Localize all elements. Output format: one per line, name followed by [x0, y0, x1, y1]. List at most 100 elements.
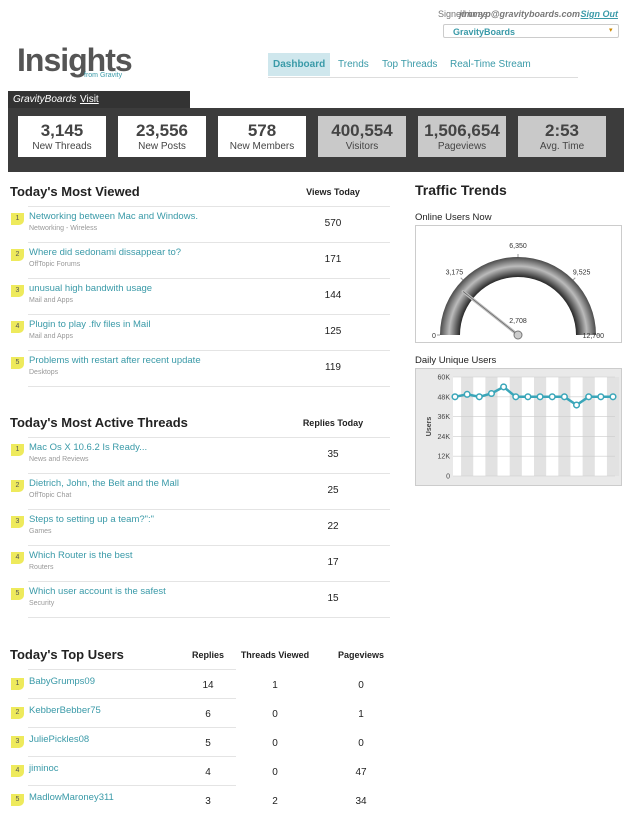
section-title: Today's Most Viewed	[10, 184, 140, 199]
gauge-tick-label: 3,175	[446, 269, 464, 276]
stat-box: 2:53 Avg. Time	[518, 116, 606, 157]
user-link[interactable]: KebberBebber75	[29, 705, 101, 716]
count: 125	[324, 326, 342, 337]
stat-box: 3,145 New Threads	[18, 116, 106, 157]
cell: 4	[205, 767, 211, 778]
thread-link[interactable]: Steps to setting up a team?":"	[29, 514, 155, 525]
gauge-tick	[460, 277, 464, 281]
point	[560, 393, 568, 401]
stat-label: New Posts	[138, 141, 186, 152]
thread-link[interactable]: Which Router is the best	[29, 550, 133, 561]
y-tick-label: 36K	[438, 414, 451, 421]
point	[524, 393, 532, 401]
count: 570	[324, 218, 342, 229]
row-line	[28, 545, 390, 546]
point	[475, 393, 483, 401]
board-name: GravityBoards	[13, 94, 77, 105]
stat-box: 400,554 Visitors	[318, 116, 406, 157]
stat-value: 578	[247, 121, 277, 140]
section-title: Today's Top Users	[10, 647, 124, 662]
rank-badge: 2	[11, 249, 24, 261]
select-arrow: ▾	[609, 27, 613, 34]
row-line	[28, 206, 390, 207]
thread-link[interactable]: Plugin to play .flv files in Mail	[29, 319, 151, 330]
stat-label: Avg. Time	[539, 141, 585, 152]
rank-badge: 3	[11, 516, 24, 528]
board-select[interactable]: GravityBoards	[443, 24, 619, 38]
nav-tab[interactable]: Trends	[338, 59, 369, 70]
row-line	[28, 509, 390, 510]
thread-link[interactable]: Networking between Mac and Windows.	[29, 211, 198, 222]
forum-name: OffTopic Chat	[29, 492, 72, 499]
nav-tab[interactable]: Top Threads	[382, 59, 438, 70]
cell: 0	[272, 767, 278, 778]
board-visit[interactable]: Visit	[80, 94, 99, 105]
rank-badge: 3	[11, 285, 24, 297]
point	[548, 393, 556, 401]
column-header: Threads Viewed	[240, 650, 310, 660]
thread-link[interactable]: Problems with restart after recent updat…	[29, 355, 201, 366]
thread-link[interactable]: Which user account is the safest	[29, 586, 166, 597]
rank-badge: 4	[11, 321, 24, 333]
user-link[interactable]: JuliePickles08	[29, 734, 90, 745]
count: 144	[324, 290, 342, 301]
count: 22	[327, 521, 339, 532]
stat-value: 1,506,654	[424, 121, 500, 140]
gauge-tick-label: 9,525	[573, 269, 591, 276]
row-line	[28, 278, 390, 279]
thread-link[interactable]: unusual high bandwith usage	[29, 283, 153, 294]
cell: 2	[272, 796, 278, 807]
stat-value: 400,554	[331, 121, 393, 140]
rank-badge: 3	[11, 736, 24, 748]
gauge-tick-label: 0	[432, 333, 436, 340]
rank-badge: 1	[11, 678, 24, 690]
cell: 6	[205, 709, 211, 720]
user-link[interactable]: MadlowMaroney311	[29, 792, 114, 803]
forum-name: OffTopic Forums	[29, 261, 81, 268]
rank-badge: 4	[11, 552, 24, 564]
thread-link[interactable]: Mac Os X 10.6.2 Is Ready...	[29, 442, 148, 453]
count: 17	[327, 557, 339, 568]
stat-value: 23,556	[136, 121, 188, 140]
stat-box: 578 New Members	[218, 116, 306, 157]
stat-box: 1,506,654 Pageviews	[418, 116, 506, 157]
chart-title: Online Users Now	[415, 212, 492, 223]
row-line	[28, 756, 236, 757]
forum-name: Mail and Apps	[29, 297, 73, 304]
point	[500, 383, 508, 391]
forum-name: News and Reviews	[29, 456, 89, 463]
point	[487, 389, 496, 398]
thread-link[interactable]: Where did sedonami dissappear to?	[29, 247, 182, 258]
row-line	[28, 669, 236, 670]
rank-badge: 5	[11, 794, 24, 806]
thread-link[interactable]: Dietrich, John, the Belt and the Mall	[29, 478, 179, 489]
user-link[interactable]: BabyGrumps09	[29, 676, 96, 687]
stripe	[461, 377, 474, 476]
forum-name: Games	[29, 528, 52, 535]
signed-in-label: Signed in as:	[437, 9, 490, 19]
stripe	[558, 377, 571, 476]
y-tick-label: 48K	[438, 394, 451, 401]
cell: 1	[358, 709, 364, 720]
row-line	[28, 386, 390, 387]
point	[572, 401, 581, 409]
stripe	[485, 377, 498, 476]
nav-tab[interactable]: Real-Time Stream	[450, 59, 531, 70]
user-email: jimmyp@gravityboards.com	[459, 9, 580, 19]
column-header: Views Today	[306, 187, 360, 197]
cell: 0	[272, 709, 278, 720]
stat-label: New Threads	[32, 141, 92, 152]
nav-tab[interactable]: Dashboard	[268, 53, 331, 76]
y-tick-label: 60K	[438, 375, 451, 382]
rank-badge: 2	[11, 480, 24, 492]
cell: 34	[355, 796, 367, 807]
rank-badge: 5	[11, 588, 24, 600]
cell: 1	[272, 680, 278, 691]
cell: 47	[355, 767, 367, 778]
y-tick-label: 0	[446, 474, 450, 481]
rank-badge: 1	[11, 213, 24, 225]
cell: 3	[205, 796, 211, 807]
chart-title: Daily Unique Users	[415, 355, 497, 366]
sign-out-link[interactable]: Sign Out	[580, 9, 619, 19]
user-link[interactable]: jiminoc	[29, 763, 59, 774]
